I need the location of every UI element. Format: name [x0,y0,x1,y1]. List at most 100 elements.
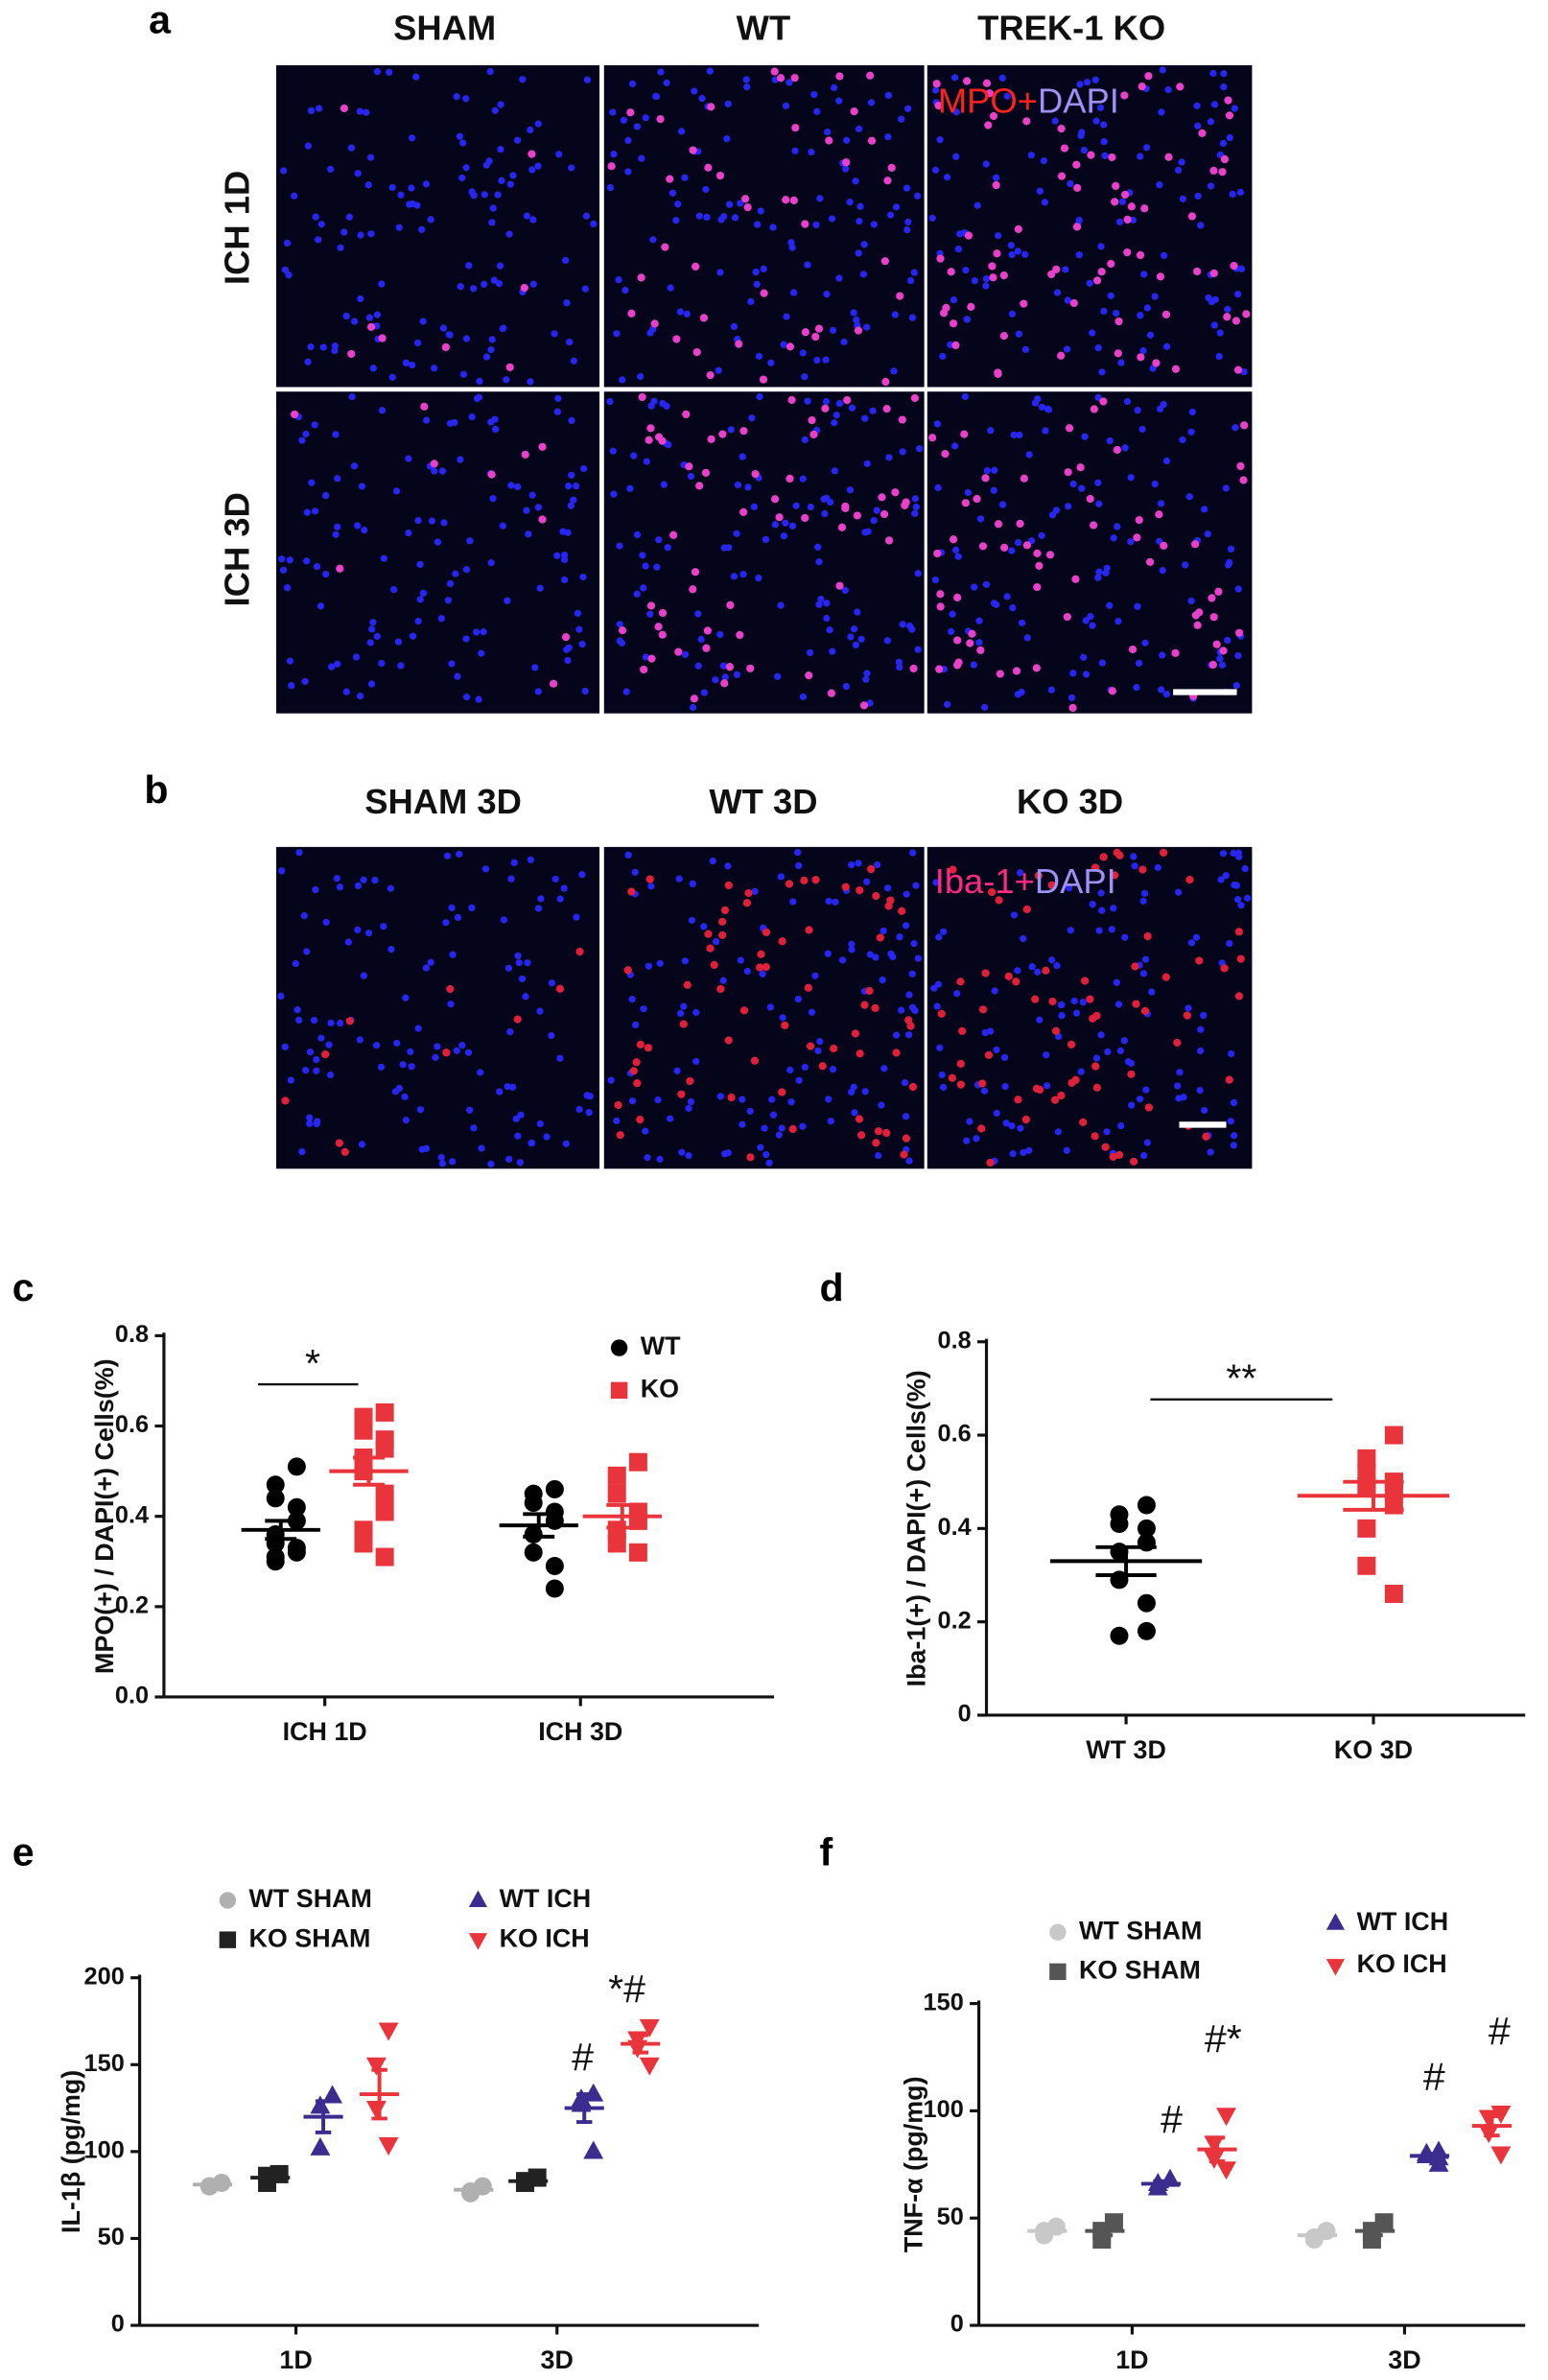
cell-dot [838,956,847,964]
cell-dot [757,207,764,215]
cell-dot [720,212,728,221]
cell-dot [373,68,382,76]
legend-label: KO [641,1374,679,1402]
cell-dot [572,482,580,490]
stained-dot [958,1026,967,1035]
cell-dot [863,670,871,677]
cell-dot [660,481,668,488]
cell-dot [898,115,905,123]
stained-dot [956,1059,965,1069]
stained-dot [1171,648,1180,657]
cell-dot [829,326,837,334]
cell-dot [295,849,303,857]
stained-dot [645,875,654,884]
cell-dot [899,621,906,628]
stained-dot [658,630,667,639]
cell-dot [835,97,843,105]
stained-dot [1073,183,1082,193]
cell-dot [848,946,856,954]
cell-dot [947,627,955,636]
stained-dot [739,507,748,516]
stained-dot [636,1040,645,1049]
cell-dot [308,479,316,486]
stained-dot [746,1153,755,1162]
stained-dot [702,644,711,652]
cell-dot [342,688,350,695]
cell-dot [616,542,623,550]
cell-dot [911,509,919,517]
stained-dot [441,342,451,352]
stain-marker: Iba-1+ [935,860,1035,900]
cell-dot [564,656,572,665]
stain-label: MPO+DAPI [938,81,1119,120]
stained-dot [1202,1132,1210,1141]
cell-dot [1230,1142,1238,1149]
cell-dot [1217,876,1225,884]
cell-dot [734,481,742,489]
cell-dot [438,467,447,475]
cell-dot [285,271,293,279]
cell-dot [446,419,455,428]
stained-dot [505,363,514,371]
cell-dot [1020,1148,1027,1157]
stained-dot [704,163,713,172]
stained-dot [683,980,692,989]
cell-dot [1076,81,1084,88]
stained-dot [1230,261,1238,271]
cell-dot [799,349,807,357]
cell-dot [1020,934,1027,943]
cell-dot [807,503,814,511]
stained-dot [1114,1150,1124,1160]
stained-dot [672,335,681,343]
panel-label: a [149,0,172,42]
cell-dot [298,1147,306,1156]
cell-dot [409,632,417,640]
cell-dot [512,1115,520,1122]
stained-dot [707,435,715,443]
cell-dot [961,392,969,401]
cell-dot [730,322,739,331]
cell-dot [779,1014,786,1022]
stained-dot [859,701,869,710]
cell-dot [1094,479,1102,486]
cell-dot [456,850,463,859]
stained-dot [1160,541,1168,550]
dot [545,1556,564,1575]
cell-dot [497,101,504,108]
stained-dot [646,424,655,433]
cell-dot [628,995,636,1003]
cell-dot [579,464,588,473]
cell-dot [402,994,410,1001]
cell-dot [1229,190,1236,199]
cell-dot [825,897,833,906]
cell-dot [848,404,856,412]
cell-dot [685,1104,692,1113]
cell-dot [360,876,367,884]
cell-dot [631,868,639,876]
stained-dot [853,511,861,520]
stained-dot [1000,543,1009,553]
stained-dot [1047,270,1056,279]
dot [607,1484,626,1503]
stained-dot [744,888,753,898]
cell-dot [952,108,960,116]
dot [1137,1593,1156,1613]
stained-dot [1160,848,1168,858]
cell-dot [440,519,448,527]
cell-dot [799,1122,807,1130]
cell-dot [505,230,513,238]
stained-dot [1060,144,1069,153]
cell-dot [1176,1069,1184,1076]
micrograph [926,391,1253,714]
cell-dot [397,191,405,199]
annotation: ** [1226,1356,1256,1401]
cell-dot [879,976,886,984]
cell-dot [933,420,942,428]
cell-dot [579,573,587,581]
cell-dot [830,83,838,92]
cell-dot [408,1063,415,1071]
cell-dot [1095,927,1103,934]
cell-dot [434,1043,441,1050]
cell-dot [570,496,577,504]
cell-dot [951,442,959,450]
